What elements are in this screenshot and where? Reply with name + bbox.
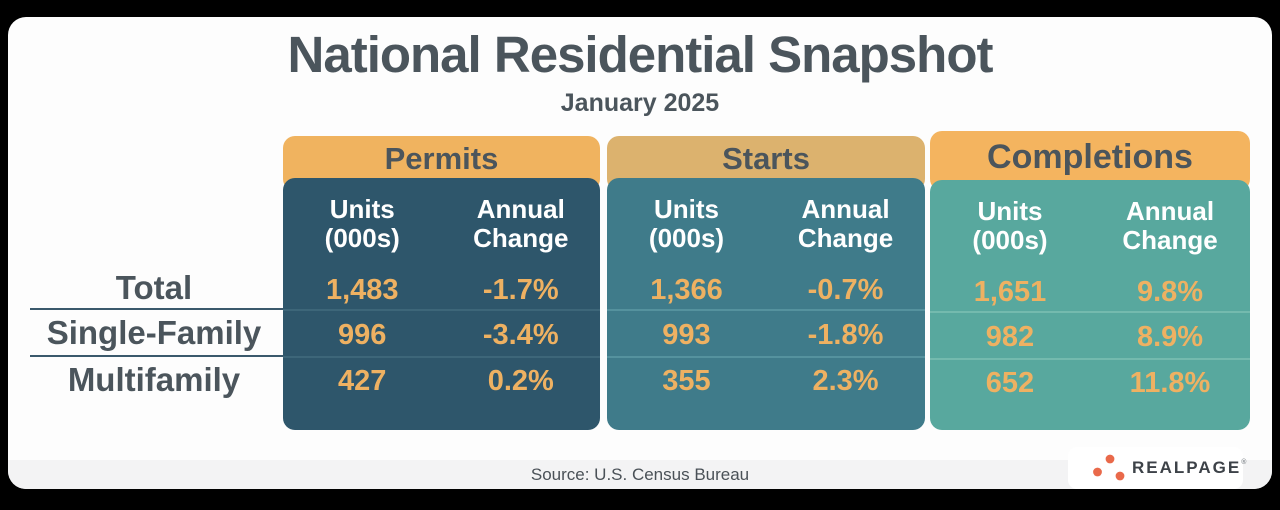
realpage-logo: REALPAGE® [1068,447,1246,489]
completions-units-colhead: Units (000s) [930,197,1090,255]
units-label: Units [654,194,719,224]
trademark-symbol: ® [1241,459,1249,466]
permits-singlefamily-change: -3.4% [482,319,559,351]
permits-total-change: -1.7% [482,274,559,306]
page-subtitle: January 2025 [560,89,720,117]
table-row: 1,651 9.8% [930,274,1250,310]
table-row: 993 -1.8% [607,317,925,353]
permits-multifamily-change: 0.2% [487,365,554,397]
table-row: 982 8.9% [930,319,1250,355]
annual-label: Annual [801,194,890,224]
row-divider [607,309,925,311]
table-row: 1,483 -1.7% [283,272,600,308]
permits-annual-colhead: Annual Change [442,195,601,253]
completions-multifamily-units: 652 [985,367,1035,399]
completions-total-units: 1,651 [973,276,1047,308]
row-label-divider [30,308,283,310]
starts-total-units: 1,366 [650,274,723,306]
starts-units-colhead: Units (000s) [607,195,766,253]
units-label: Units [977,196,1043,226]
row-divider [283,356,600,358]
row-divider [930,311,1250,313]
annual-sublabel: Change [1122,225,1218,255]
annual-label: Annual [476,194,565,224]
completions-panel: Units (000s) Annual Change 1,651 9.8% 98… [930,180,1250,430]
table-row: 1,366 -0.7% [607,272,925,308]
row-divider [283,309,600,311]
realpage-dots-icon [1093,454,1125,481]
units-label: Units [329,194,395,224]
annual-sublabel: Change [473,223,569,253]
starts-singlefamily-change: -1.8% [807,319,884,351]
table-row: 355 2.3% [607,363,925,399]
completions-singlefamily-units: 982 [985,321,1035,353]
starts-total-change: -0.7% [807,274,884,306]
permits-total-units: 1,483 [325,274,399,306]
starts-multifamily-change: 2.3% [812,365,879,397]
table-row: 652 11.8% [930,365,1250,401]
annual-sublabel: Change [797,223,894,253]
row-divider [930,358,1250,360]
table-row: 996 -3.4% [283,317,600,353]
page-title: National Residential Snapshot [287,26,994,83]
realpage-wordmark: REALPAGE® [1132,458,1249,477]
permits-singlefamily-units: 996 [338,319,387,351]
row-divider [607,356,925,358]
footer-strip [8,460,1272,489]
starts-singlefamily-units: 993 [662,319,711,351]
annual-label: Annual [1125,196,1215,226]
row-label-multifamily: Multifamily [67,361,241,398]
permits-multifamily-units: 427 [338,365,387,397]
completions-total-change: 9.8% [1136,276,1204,308]
row-label-single-family: Single-Family [46,314,262,351]
completions-singlefamily-change: 8.9% [1136,321,1204,353]
starts-panel: Units (000s) Annual Change 1,366 -0.7% 9… [607,178,925,430]
permits-panel: Units (000s) Annual Change 1,483 -1.7% 9… [283,178,600,430]
table-row: 427 0.2% [283,363,600,399]
permits-units-colhead: Units (000s) [283,195,442,253]
row-label-total: Total [115,269,193,306]
units-sublabel: (000s) [324,223,400,253]
units-sublabel: (000s) [972,225,1048,255]
row-label-divider [30,355,283,357]
source-attribution: Source: U.S. Census Bureau [530,465,750,484]
completions-annual-colhead: Annual Change [1090,197,1250,255]
starts-annual-colhead: Annual Change [766,195,925,253]
completions-multifamily-change: 11.8% [1129,367,1211,399]
starts-multifamily-units: 355 [662,365,711,397]
units-sublabel: (000s) [648,223,725,253]
snapshot-card: National Residential Snapshot January 20… [8,17,1272,489]
